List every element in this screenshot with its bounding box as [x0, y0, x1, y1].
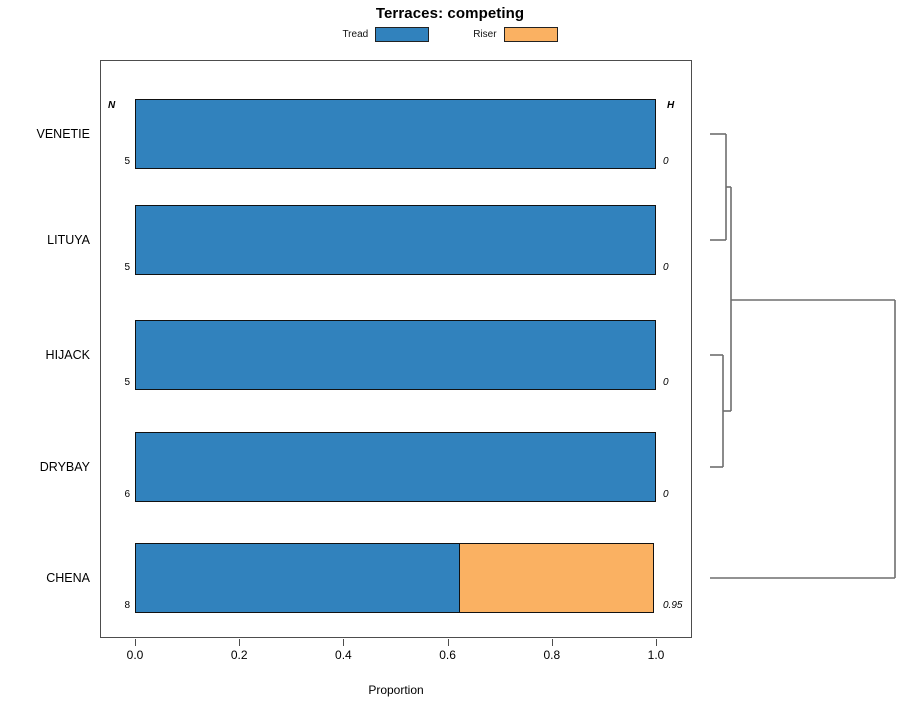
h-column-header: H [667, 100, 675, 111]
x-tick-mark [656, 639, 657, 646]
x-tick-mark [135, 639, 136, 646]
legend-item-tread: Tread [342, 27, 430, 42]
dendrogram [710, 133, 896, 579]
h-value: 0 [663, 156, 669, 167]
group-label: LITUYA [47, 233, 90, 247]
x-tick-label: 0.0 [126, 648, 144, 662]
x-tick-label: 0.4 [335, 648, 352, 662]
n-value: 6 [124, 489, 130, 500]
group-label: HIJACK [45, 348, 90, 362]
h-value: 0 [663, 489, 669, 500]
bar-segment-tread [135, 205, 656, 275]
legend-item-riser: Riser [473, 27, 558, 42]
x-tick-mark [343, 639, 345, 646]
group-label: VENETIE [36, 127, 91, 141]
bar-segment-tread [135, 432, 656, 502]
x-tick-label: 0.2 [230, 648, 248, 662]
group-label: DRYBAY [39, 460, 90, 474]
stacked-bar [135, 99, 656, 169]
legend-swatch-riser [503, 27, 558, 42]
stacked-bar [135, 543, 656, 613]
stacked-bar [135, 205, 656, 275]
n-value: 8 [124, 600, 130, 611]
bar-segment-tread [135, 320, 656, 390]
stacked-bar [135, 320, 656, 390]
n-column-header: N [108, 100, 116, 111]
stacked-bar [135, 432, 656, 502]
x-tick-label: 0.8 [543, 648, 561, 662]
bar-segment-tread [135, 99, 656, 169]
legend-label-riser: Riser [473, 29, 497, 40]
bar-segment-riser [459, 543, 655, 613]
x-tick-mark [239, 639, 241, 646]
x-axis-title: Proportion [368, 683, 424, 697]
h-value: 0 [663, 377, 669, 388]
legend-swatch-tread [375, 27, 430, 42]
x-tick-label: 1.0 [647, 648, 665, 662]
n-value: 5 [124, 377, 130, 388]
legend-label-tread: Tread [342, 29, 369, 40]
x-tick-mark [551, 639, 553, 646]
chart-title: Terraces: competing [375, 5, 525, 22]
n-value: 5 [124, 262, 130, 273]
x-tick-mark [447, 639, 449, 646]
x-tick-label: 0.6 [439, 648, 456, 662]
n-value: 5 [124, 156, 130, 167]
bar-segment-tread [135, 543, 461, 613]
group-label: CHENA [46, 571, 90, 585]
h-value: 0 [663, 262, 669, 273]
h-value: 0.95 [663, 600, 683, 611]
chart-legend: Tread Riser [0, 27, 900, 42]
